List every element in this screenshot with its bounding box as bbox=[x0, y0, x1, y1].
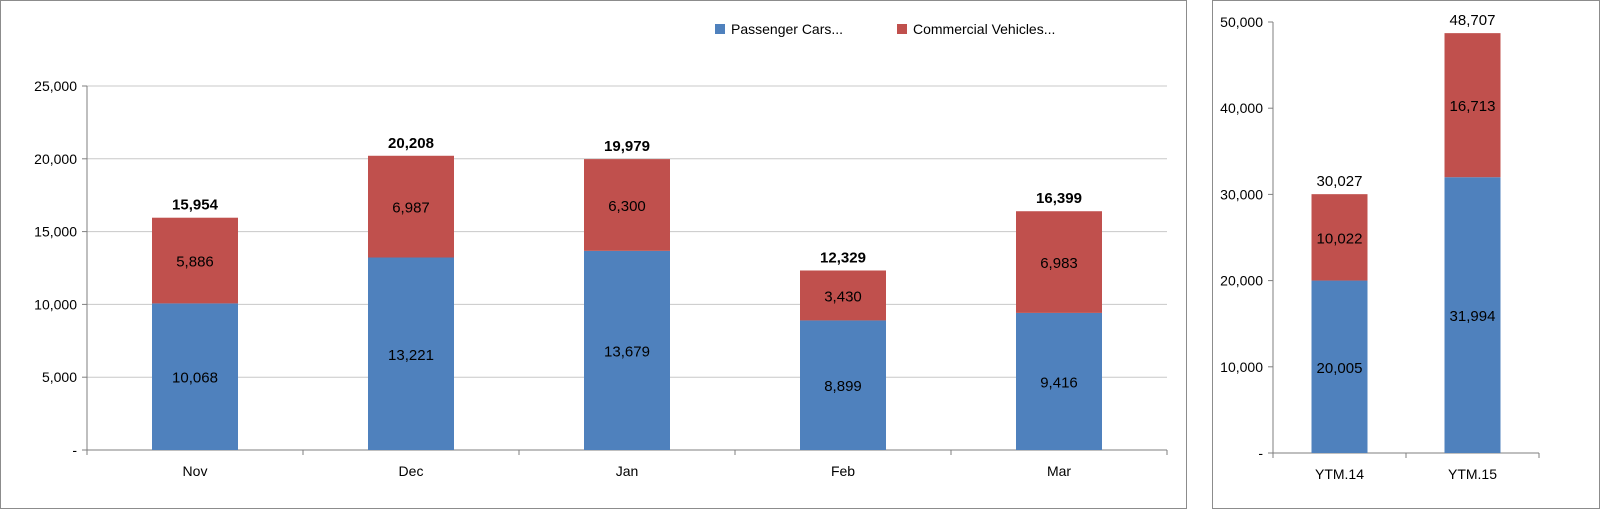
data-label-total: 48,707 bbox=[1450, 12, 1496, 29]
bar-passenger-nov bbox=[152, 303, 238, 450]
bar-passenger-jan bbox=[584, 250, 670, 450]
bar-commercial-ytm-15 bbox=[1444, 33, 1501, 178]
x-tick-label: Feb bbox=[831, 463, 855, 479]
legend-commercial-swatch bbox=[897, 24, 907, 34]
bar-commercial-jan bbox=[584, 159, 670, 251]
legend-commercial-label: Commercial Vehicles... bbox=[913, 21, 1056, 37]
x-tick-label: Nov bbox=[183, 463, 208, 479]
data-label-total: 19,979 bbox=[604, 138, 650, 155]
bar-commercial-mar bbox=[1016, 211, 1102, 313]
data-label-passenger: 10,068 bbox=[172, 370, 218, 387]
x-tick-label: Dec bbox=[399, 463, 424, 479]
bar-commercial-dec bbox=[368, 155, 454, 258]
data-label-commercial: 10,022 bbox=[1317, 230, 1363, 247]
x-tick-label: YTM.14 bbox=[1315, 466, 1364, 482]
bar-passenger-feb bbox=[800, 320, 886, 450]
y-tick-label: 30,000 bbox=[1220, 186, 1263, 202]
data-label-total: 12,329 bbox=[820, 249, 866, 266]
data-label-passenger: 8,899 bbox=[824, 378, 862, 395]
y-tick-label: 25,000 bbox=[34, 78, 77, 94]
data-label-commercial: 6,300 bbox=[608, 198, 646, 215]
x-tick-label: Mar bbox=[1047, 463, 1071, 479]
bar-passenger-mar bbox=[1016, 312, 1102, 450]
x-tick-label: Jan bbox=[616, 463, 639, 479]
ytm-chart-panel: - 10,000 20,000 30,000 40,000 50,000 20,005 10,… bbox=[1212, 0, 1600, 509]
data-label-passenger: 20,005 bbox=[1317, 360, 1363, 377]
data-label-total: 30,027 bbox=[1317, 173, 1363, 190]
data-label-commercial: 6,983 bbox=[1040, 255, 1078, 272]
y-tick-label: 50,000 bbox=[1220, 14, 1263, 30]
data-label-commercial: 16,713 bbox=[1450, 98, 1496, 115]
bar-passenger-dec bbox=[368, 257, 454, 450]
y-tick-label: 10,000 bbox=[1220, 359, 1263, 375]
data-label-passenger: 13,679 bbox=[604, 343, 650, 360]
legend-commercial: Commercial Vehicles... bbox=[897, 21, 1055, 37]
bar-commercial-nov bbox=[152, 217, 238, 304]
y-tick-label: 10,000 bbox=[34, 296, 77, 312]
bar-passenger-ytm-14 bbox=[1311, 280, 1368, 453]
legend-passenger-swatch bbox=[715, 24, 725, 34]
y-tick-label: 40,000 bbox=[1220, 100, 1263, 116]
data-label-total: 15,954 bbox=[172, 197, 219, 214]
y-tick-label: - bbox=[1258, 445, 1263, 461]
legend-passenger: Passenger Cars... bbox=[715, 21, 843, 37]
data-label-commercial: 3,430 bbox=[824, 288, 862, 305]
data-label-passenger: 13,221 bbox=[388, 347, 434, 364]
y-tick-label: - bbox=[72, 442, 77, 458]
legend-passenger-label: Passenger Cars... bbox=[731, 21, 844, 37]
x-tick-label: YTM.15 bbox=[1448, 466, 1497, 482]
monthly-stacked-bar-chart: - 5,000 10,000 15,000 20,000 25,000 10,068 5,88… bbox=[34, 78, 1168, 479]
ytm-stacked-bar-chart: - 10,000 20,000 30,000 40,000 50,000 20,005 10,… bbox=[1220, 12, 1540, 482]
y-tick-label: 5,000 bbox=[42, 369, 77, 385]
data-label-passenger: 9,416 bbox=[1040, 374, 1078, 391]
y-tick-label: 15,000 bbox=[34, 224, 77, 240]
data-label-total: 20,208 bbox=[388, 135, 434, 152]
y-tick-label: 20,000 bbox=[34, 151, 77, 167]
bar-commercial-feb bbox=[800, 270, 886, 321]
bar-commercial-ytm-14 bbox=[1311, 194, 1368, 281]
data-label-commercial: 6,987 bbox=[392, 200, 430, 217]
y-tick-label: 20,000 bbox=[1220, 273, 1263, 289]
data-label-passenger: 31,994 bbox=[1450, 308, 1496, 325]
data-label-commercial: 5,886 bbox=[176, 254, 214, 271]
monthly-chart-panel: Passenger Cars... Commercial Vehicles...… bbox=[0, 0, 1187, 509]
bar-passenger-ytm-15 bbox=[1444, 177, 1501, 453]
data-label-total: 16,399 bbox=[1036, 190, 1082, 207]
